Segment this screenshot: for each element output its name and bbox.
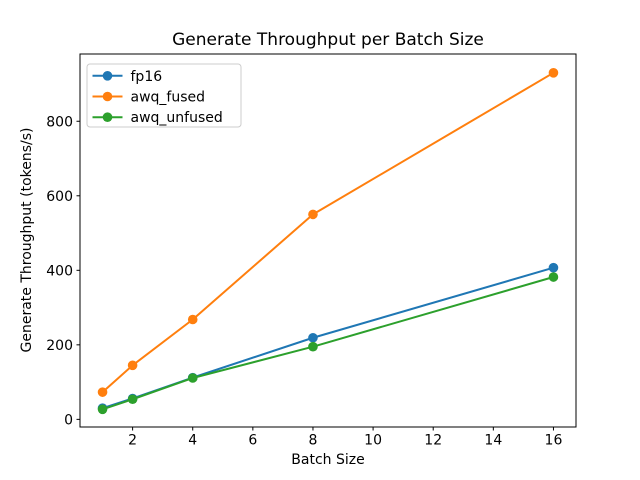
x-tick-label: 4 [188, 433, 197, 449]
series-marker-awq_fused [97, 387, 108, 397]
legend-label-fp16: fp16 [131, 69, 163, 85]
series-marker-awq_unfused [548, 272, 559, 282]
x-tick-label: 6 [248, 433, 257, 449]
series-marker-awq_fused [127, 360, 138, 371]
x-tick-label: 2 [128, 433, 137, 449]
chart-title: Generate Throughput per Batch Size [172, 30, 484, 50]
axes-frame [79, 53, 577, 428]
x-tick-label: 14 [484, 433, 502, 449]
y-tick-label: 200 [46, 338, 73, 354]
y-tick-label: 0 [64, 412, 73, 428]
series-line-fp16 [102, 266, 554, 410]
series-line-awq_unfused [102, 276, 554, 411]
y-axis-label: Generate Throughput (tokens/s) [19, 127, 35, 353]
series-marker-fp16 [548, 262, 559, 273]
series-marker-awq_unfused [127, 394, 138, 405]
legend [86, 63, 242, 128]
series-marker-awq_fused [548, 68, 559, 78]
x-tick-label: 16 [545, 433, 563, 449]
legend-marker-awq_unfused [102, 112, 113, 122]
series-marker-awq_unfused [187, 373, 198, 383]
legend-label-awq_fused: awq_fused [131, 90, 206, 106]
series-marker-fp16 [308, 332, 318, 343]
x-tick-label: 8 [309, 433, 318, 449]
series-marker-awq_unfused [308, 341, 318, 352]
series-marker-awq_unfused [97, 404, 108, 415]
series-marker-awq_fused [308, 209, 318, 220]
x-tick-label: 12 [424, 433, 442, 449]
series-marker-awq_fused [187, 314, 198, 325]
legend-marker-fp16 [102, 71, 113, 81]
x-tick-label: 10 [364, 433, 382, 449]
y-tick-label: 600 [46, 189, 73, 205]
legend-label-awq_unfused: awq_unfused [131, 110, 223, 126]
legend-marker-awq_fused [102, 91, 113, 102]
x-axis-label: Batch Size [291, 452, 365, 468]
y-tick-label: 400 [46, 263, 73, 279]
y-tick-label: 800 [46, 114, 73, 130]
